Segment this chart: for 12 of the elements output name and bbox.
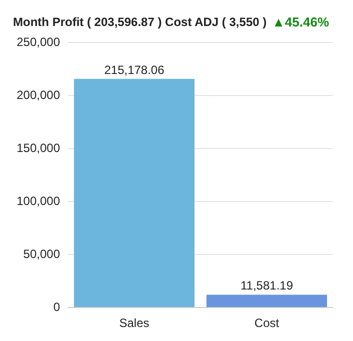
x-tick-label: Cost (254, 316, 280, 330)
y-tick-label: 250,000 (16, 35, 60, 49)
y-tick-label: 150,000 (16, 141, 60, 155)
x-tick-label: Sales (119, 316, 150, 330)
data-label: 215,178.06 (104, 62, 165, 77)
y-tick-label: 200,000 (16, 88, 60, 102)
chart-title: Month Profit ( 203,596.87 ) Cost ADJ ( 3,550 ) (13, 15, 267, 29)
y-tick-label: 0 (53, 300, 60, 314)
y-tick-label: 100,000 (16, 194, 60, 208)
text: ▲45.46% (272, 14, 330, 30)
y-tick-label: 50,000 (23, 247, 60, 261)
data-label: 11,581.19 (240, 278, 294, 293)
